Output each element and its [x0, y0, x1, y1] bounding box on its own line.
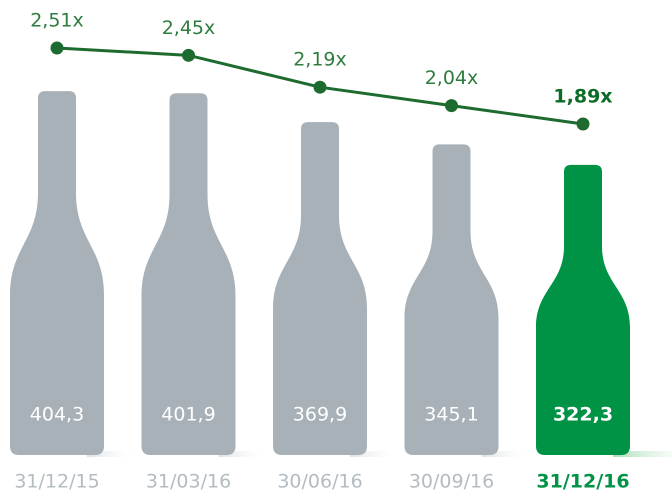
- line-value-label: 2,04x: [425, 67, 479, 89]
- value-label: 401,9: [161, 404, 215, 426]
- value-label: 404,3: [30, 404, 84, 426]
- line-point: [182, 48, 195, 62]
- line-value-label: 2,19x: [293, 49, 347, 71]
- x-tick-label: 31/12/16: [536, 471, 629, 493]
- x-tick-label: 31/03/16: [146, 471, 231, 493]
- value-label: 322,3: [553, 404, 613, 426]
- line-value-label: 2,51x: [30, 9, 84, 31]
- line-point: [50, 41, 64, 55]
- x-tick-label: 30/09/16: [409, 471, 494, 493]
- bottle-bar: [404, 144, 499, 455]
- bottle-bar: [536, 164, 630, 455]
- x-tick-label: 30/06/16: [277, 471, 362, 493]
- bottle-bar: [10, 91, 104, 455]
- value-label: 369,9: [293, 404, 347, 426]
- bottle-bar: [141, 93, 236, 455]
- line-point: [313, 80, 327, 94]
- line-point: [576, 117, 590, 131]
- value-label: 345,1: [424, 404, 478, 426]
- line-value-label: 2,45x: [162, 17, 216, 39]
- x-tick-label: 31/12/15: [14, 471, 99, 493]
- line-point: [445, 99, 458, 113]
- line-value-label: 1,89x: [553, 85, 612, 107]
- bottle-bar: [273, 122, 367, 455]
